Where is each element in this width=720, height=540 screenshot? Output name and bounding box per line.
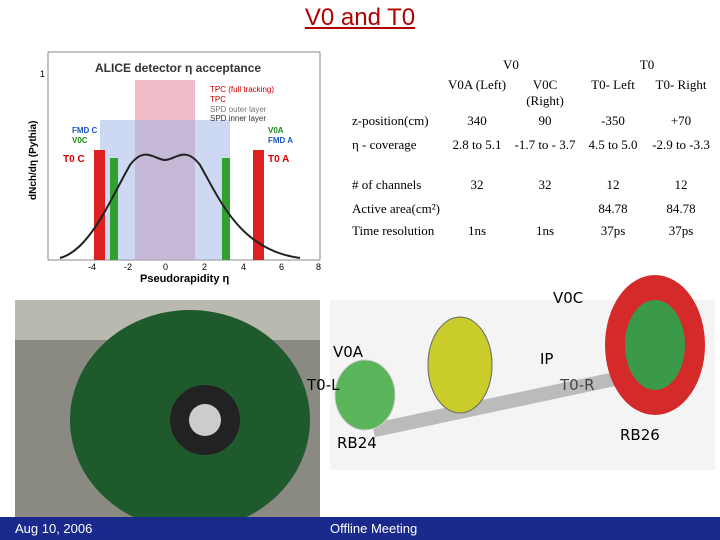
cell: 84.78 (666, 201, 696, 216)
detector-label: FMD A (268, 136, 293, 145)
legend-entry: TPC (full tracking) (210, 85, 274, 94)
y-tick-label: 1 (40, 69, 45, 79)
group-header: T0 (639, 57, 655, 72)
cell: 1ns (467, 223, 487, 238)
footer: Aug 10, 2006 Offline Meeting (0, 517, 720, 540)
detector-label: FMD C (72, 126, 98, 135)
figures: ALICE detector η acceptance TPC (full tr… (15, 51, 715, 517)
absorber-core (625, 300, 685, 390)
cell: 4.5 to 5.0 (588, 137, 638, 152)
photo-label: T0-R (559, 376, 595, 394)
x-tick-label: 0 (163, 262, 168, 272)
cell: 32 (470, 177, 484, 192)
cell: 84.78 (598, 201, 628, 216)
cell (443, 199, 511, 221)
beam-pipe (372, 356, 688, 438)
table-row: # of channels 32 32 12 12 (350, 175, 715, 199)
row-header: η - coverage (352, 137, 417, 152)
legend-entry: SPD inner layer (210, 114, 266, 123)
v0c-disc (427, 316, 493, 414)
group-header: V0 (503, 57, 519, 72)
v0a-disc (334, 359, 396, 431)
column-header: V0A (Left) (447, 77, 507, 92)
row-header: Time resolution (352, 223, 435, 238)
table-row: Time resolution 1ns 1ns 37ps 37ps (350, 221, 715, 245)
photo-label: V0A (333, 343, 364, 361)
row-header: Active area(cm²) (352, 201, 440, 216)
plot-title: ALICE detector η acceptance (95, 61, 261, 75)
cell: -350 (601, 113, 625, 128)
x-tick-label: 2 (202, 262, 207, 272)
cell: 340 (467, 113, 487, 128)
table-row: η - coverage 2.8 to 5.1 -1.7 to - 3.7 4.5 t… (350, 135, 715, 175)
cell: +70 (670, 113, 692, 128)
cell: 1ns (535, 223, 555, 238)
cell: 90 (538, 113, 552, 128)
row-header: # of channels (352, 177, 422, 192)
x-tick-label: -4 (88, 262, 96, 272)
cell: 12 (606, 177, 620, 192)
spec-table: V0 T0 V0A (Left) V0C (Right) T0- Left T0- Ri… (350, 55, 715, 245)
distribution-curve (59, 153, 301, 259)
photo-label: IP (540, 350, 553, 368)
x-tick-label: 6 (279, 262, 284, 272)
legend-entry: TPC (210, 95, 226, 104)
detector-label: T0 C (63, 154, 85, 165)
table-row: z-position(cm) 340 90 -350 +70 (350, 111, 715, 135)
cell: 12 (674, 177, 688, 192)
photo-label: T0-L (306, 376, 340, 394)
detector-label: V0A (268, 126, 284, 135)
cell: 37ps (600, 223, 626, 238)
cell: 2.8 to 5.1 (452, 137, 502, 152)
table-row: Active area(cm²) 84.78 84.78 (350, 199, 715, 221)
x-tick-label: 8 (316, 262, 321, 272)
cell: 37ps (668, 223, 694, 238)
cell: -1.7 to - 3.7 (514, 137, 576, 152)
footer-date: Aug 10, 2006 (15, 521, 93, 536)
photo-label: RB24 (337, 434, 377, 452)
cell: 32 (538, 177, 552, 192)
detector-label: V0C (72, 136, 88, 145)
row-header: z-position(cm) (352, 113, 429, 128)
fmd-band (100, 120, 230, 260)
cell: -2.9 to -3.3 (652, 137, 710, 152)
photo-pipe (189, 404, 221, 436)
y-axis-label: dNch/dη (Pythia) (28, 121, 39, 200)
x-tick-label: -2 (124, 262, 132, 272)
detector-label: T0 A (268, 154, 289, 165)
photo-label: RB26 (620, 426, 660, 444)
column-header: T0- Left (591, 77, 635, 92)
slide-title: V0 and T0 (304, 4, 416, 31)
footer-meeting: Offline Meeting (330, 521, 418, 536)
v0c-bar (110, 158, 118, 260)
t0c-bar (94, 150, 105, 260)
photo-label: V0C (553, 289, 583, 307)
x-axis-label: Pseudorapidity η (140, 273, 230, 285)
t0a-bar (253, 150, 264, 260)
column-header: V0C (Right) (526, 77, 564, 108)
column-header: T0- Right (655, 77, 707, 92)
cell (511, 199, 579, 221)
x-tick-label: 4 (241, 262, 246, 272)
legend-entry: SPD outer layer (210, 105, 267, 114)
